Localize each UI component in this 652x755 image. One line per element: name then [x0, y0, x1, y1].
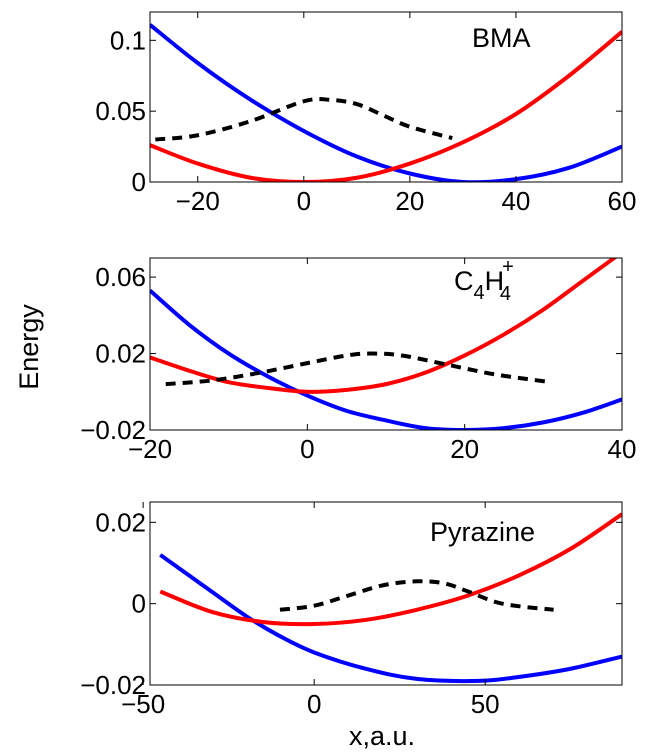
- x-tick-label: 60: [608, 186, 637, 216]
- series-curve: [150, 30, 622, 182]
- series-curve: [159, 553, 622, 684]
- series-curve: [159, 512, 622, 627]
- y-tick-label: 0: [132, 589, 146, 619]
- series-curve: [150, 288, 622, 430]
- x-tick-label: −20: [128, 434, 172, 464]
- panel-c4h4: −20 0 20 40 −0.02 0.02 0.06 C4H+ 4: [80, 256, 637, 464]
- y-tick-label: −0.02: [80, 670, 146, 700]
- x-tick-label: −50: [121, 689, 165, 719]
- x-tick-label: 0: [307, 689, 321, 719]
- series-curve: [279, 579, 554, 612]
- y-tick-label: 0.06: [95, 262, 146, 292]
- panel-label-bma: BMA: [472, 23, 531, 53]
- x-tick-label: −20: [176, 186, 220, 216]
- series-curve: [150, 23, 622, 182]
- y-tick-label: 0.05: [95, 96, 146, 126]
- panel-label-pyrazine: Pyrazine: [430, 517, 535, 547]
- y-tick-label: −0.02: [80, 415, 146, 445]
- x-tick-label: 50: [471, 689, 500, 719]
- x-tick-label: 20: [395, 186, 424, 216]
- y-tick-label: 0.02: [95, 507, 146, 537]
- x-tick-label: 0: [300, 434, 314, 464]
- panel-bma: −20 0 20 40 60 0 0.05 0.1 BMA: [95, 11, 637, 216]
- series-curve: [150, 258, 618, 394]
- y-tick-label: 0.1: [110, 25, 146, 55]
- x-tick-label: 40: [501, 186, 530, 216]
- x-axis-label: x,a.u.: [349, 721, 415, 751]
- x-tick-label: 0: [297, 186, 311, 216]
- y-tick-label: 0: [132, 167, 146, 197]
- series-curve: [155, 97, 453, 142]
- x-tick-label: 20: [450, 434, 479, 464]
- series-curve: [165, 351, 552, 387]
- y-tick-label: 0.02: [95, 339, 146, 369]
- panel-label-c4h4: C4H+ 4: [454, 256, 514, 305]
- x-tick-label: 40: [608, 434, 637, 464]
- panel-pyrazine: −50 0 50 −0.02 0 0.02 Pyrazine: [80, 501, 623, 719]
- y-axis-label: Energy: [14, 304, 44, 390]
